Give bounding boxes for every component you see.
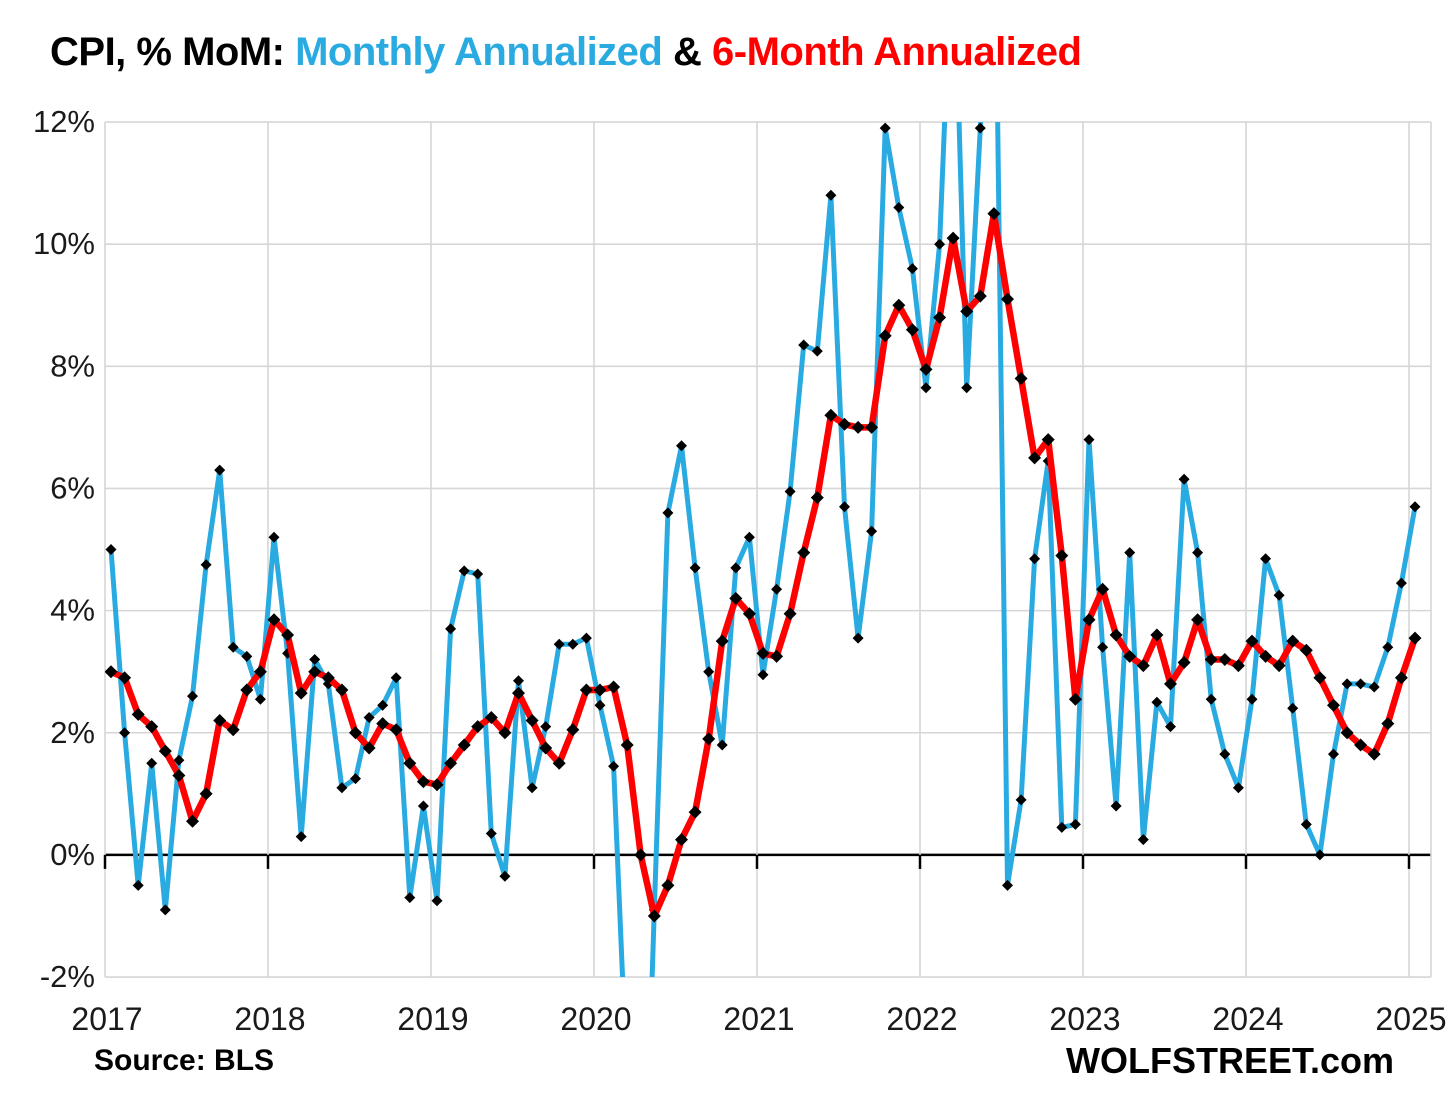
title-prefix: CPI, % MoM:: [50, 30, 296, 74]
chart-title: CPI, % MoM: Monthly Annualized & 6-Month…: [50, 30, 1082, 75]
y-tick-label: 10%: [33, 226, 95, 261]
x-tick-label: 2020: [560, 1001, 631, 1037]
y-tick-label: 4%: [50, 593, 95, 628]
x-tick-label: 2025: [1375, 1001, 1446, 1037]
title-ampersand: &: [662, 30, 712, 74]
title-series2-label: 6-Month Annualized: [712, 30, 1082, 74]
y-tick-label: 2%: [50, 715, 95, 750]
brand-watermark: WOLFSTREET.com: [1065, 1040, 1394, 1081]
series-layer: [105, 122, 1422, 977]
monthly-annualized-line: [108, 122, 1418, 977]
x-tick-label: 2023: [1049, 1001, 1120, 1037]
x-tick-label: 2018: [234, 1001, 305, 1037]
six-month-annualized-line: [107, 210, 1419, 920]
y-tick-label: 12%: [33, 104, 95, 139]
x-tick-label: 2019: [397, 1001, 468, 1037]
x-tick-label: 2021: [723, 1001, 794, 1037]
x-tick-label: 2017: [71, 1001, 142, 1037]
source-note: Source: BLS: [94, 1044, 275, 1077]
x-tick-label: 2022: [886, 1001, 957, 1037]
y-tick-label: 0%: [50, 837, 95, 872]
y-tick-label: 6%: [50, 470, 95, 505]
y-tick-label: -2%: [40, 959, 95, 994]
y-tick-label: 8%: [50, 348, 95, 383]
title-series1-label: Monthly Annualized: [295, 30, 663, 74]
x-tick-label: 2024: [1212, 1001, 1283, 1037]
